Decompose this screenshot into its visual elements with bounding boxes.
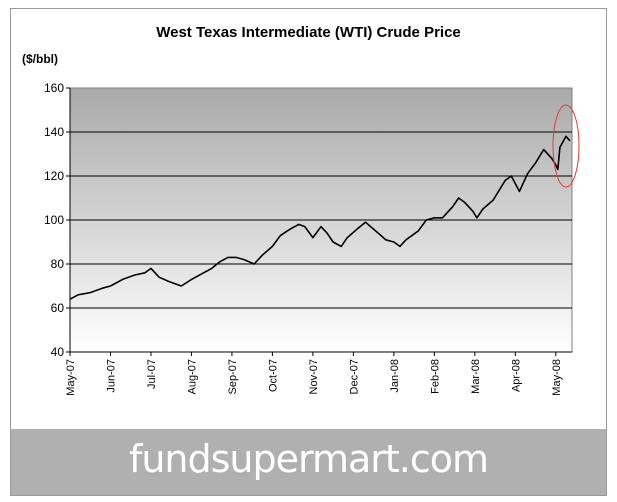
x-tick-label: Sep-07 [227,359,239,394]
y-axis-unit-label: ($/bbl) [22,52,58,66]
x-tick-label: Mar-08 [470,359,482,394]
y-tick-label: 120 [44,169,64,183]
chart-title: West Texas Intermediate (WTI) Crude Pric… [156,24,461,41]
x-tick-label: Jan-08 [389,359,401,393]
highlight-ellipse [552,104,580,188]
x-tick-label: Nov-07 [308,359,320,394]
y-tick-label: 80 [51,257,65,271]
x-tick-label: Jul-07 [146,359,158,389]
y-tick-label: 60 [51,301,65,315]
y-tick-label: 160 [44,81,64,95]
x-tick-label: Feb-08 [429,359,441,394]
price-series-line [69,135,571,300]
watermark-text: fundsupermart.com [128,437,489,481]
y-tick-label: 140 [44,125,64,139]
footer-banner: fundsupermart.com [11,429,606,495]
x-tick-label: May-07 [65,359,77,396]
x-tick-label: Jun-07 [105,359,117,393]
x-tick-label: Apr-08 [510,359,522,392]
y-tick-label: 40 [51,345,65,359]
x-tick-label: May-08 [551,359,563,396]
x-tick-label: Oct-07 [267,359,279,392]
x-tick-label: Dec-07 [348,359,360,394]
y-tick-label: 100 [44,213,64,227]
x-tick-label: Aug-07 [186,359,198,394]
wti-price-chart: 40 60 80 100 120 140 160 May-07 Jun-07 Jul-07 Aug… [44,81,580,396]
